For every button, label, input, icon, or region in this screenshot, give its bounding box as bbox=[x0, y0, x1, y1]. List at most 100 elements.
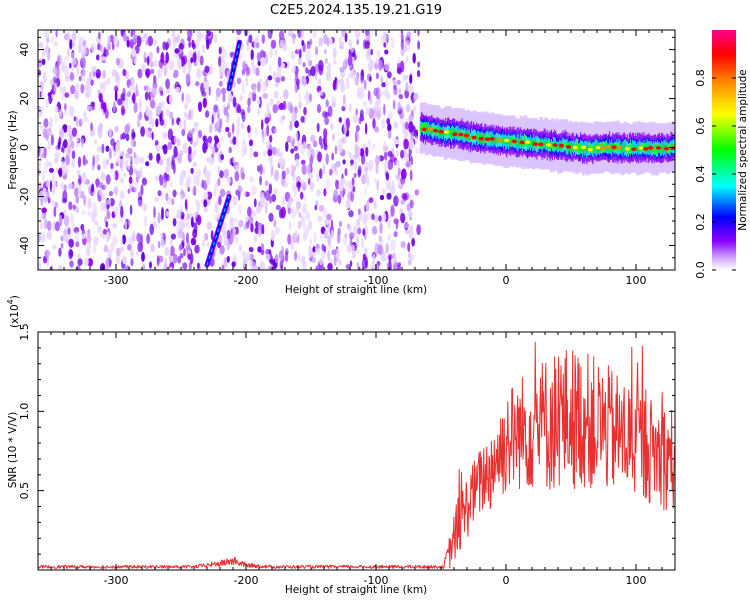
noise-blob bbox=[150, 99, 155, 109]
noise-blob bbox=[174, 36, 179, 42]
noise-blob bbox=[362, 253, 367, 261]
noise-blob bbox=[238, 243, 242, 253]
noise-blob bbox=[186, 212, 190, 221]
noise-blob bbox=[292, 36, 296, 45]
noise-blob bbox=[384, 151, 388, 161]
noise-blob bbox=[194, 124, 199, 133]
noise-blob bbox=[188, 109, 192, 120]
noise-blob bbox=[249, 146, 253, 159]
noise-blob bbox=[204, 75, 207, 83]
noise-blob bbox=[296, 181, 302, 189]
noise-blob bbox=[123, 172, 127, 178]
noise-blob bbox=[162, 178, 167, 189]
noise-blob bbox=[211, 114, 214, 125]
noise-blob bbox=[68, 105, 75, 117]
noise-blob bbox=[395, 173, 401, 181]
noise-blob bbox=[43, 218, 48, 230]
noise-blob bbox=[338, 259, 342, 266]
noise-blob bbox=[318, 64, 324, 76]
noise-blob bbox=[192, 211, 197, 224]
noise-blob bbox=[303, 77, 307, 87]
noise-blob bbox=[153, 59, 159, 68]
noise-blob bbox=[174, 48, 180, 54]
noise-blob bbox=[406, 31, 412, 38]
noise-blob bbox=[411, 237, 415, 247]
noise-blob bbox=[369, 96, 373, 105]
noise-blob bbox=[300, 191, 304, 200]
noise-blob bbox=[80, 209, 86, 216]
noise-blob bbox=[110, 162, 114, 169]
noise-blob bbox=[67, 227, 71, 235]
noise-blob bbox=[81, 118, 85, 125]
noise-blob bbox=[217, 177, 221, 187]
noise-blob bbox=[162, 131, 168, 140]
noise-blob bbox=[153, 206, 156, 219]
noise-blob bbox=[245, 75, 249, 87]
noise-blob bbox=[136, 232, 142, 243]
noise-blob bbox=[227, 176, 231, 184]
noise-blob bbox=[229, 216, 235, 227]
noise-blob bbox=[147, 35, 154, 47]
noise-blob bbox=[209, 123, 213, 134]
noise-blob bbox=[58, 168, 63, 176]
noise-blob bbox=[112, 223, 118, 229]
noise-blob bbox=[223, 256, 228, 268]
noise-blob bbox=[298, 92, 302, 102]
noise-blob bbox=[121, 108, 126, 115]
noise-blob bbox=[318, 90, 324, 96]
noise-blob bbox=[305, 163, 311, 174]
noise-blob bbox=[47, 161, 53, 167]
noise-blob bbox=[95, 177, 99, 188]
noise-blob bbox=[253, 86, 256, 95]
noise-blob bbox=[74, 90, 79, 100]
noise-blob bbox=[369, 76, 372, 82]
noise-blob bbox=[338, 36, 342, 47]
noise-blob bbox=[107, 198, 112, 205]
noise-blob bbox=[313, 232, 317, 243]
noise-blob bbox=[362, 228, 366, 236]
noise-blob bbox=[359, 91, 365, 100]
y-tick-label: 20 bbox=[18, 92, 31, 106]
noise-blob bbox=[262, 266, 267, 270]
figure-title: C2E5.2024.135.19.21.G19 bbox=[270, 3, 442, 18]
noise-blob bbox=[264, 128, 267, 138]
noise-blob bbox=[364, 185, 367, 197]
noise-blob bbox=[182, 55, 188, 65]
noise-blob bbox=[354, 160, 358, 172]
noise-blob bbox=[196, 214, 202, 226]
signal-peak bbox=[600, 146, 606, 150]
noise-blob bbox=[113, 149, 117, 157]
signal-peak bbox=[525, 140, 531, 144]
noise-blob bbox=[209, 156, 215, 166]
noise-blob bbox=[97, 164, 101, 171]
noise-blob bbox=[370, 48, 373, 56]
noise-blob bbox=[102, 228, 108, 235]
noise-blob bbox=[228, 146, 232, 154]
noise-blob bbox=[97, 42, 101, 51]
noise-blob bbox=[98, 31, 101, 40]
signal-peak bbox=[432, 128, 439, 133]
y-tick-label: 0 bbox=[18, 144, 31, 151]
noise-blob bbox=[214, 201, 219, 213]
noise-blob bbox=[379, 222, 383, 235]
noise-blob bbox=[47, 197, 51, 204]
noise-blob bbox=[165, 51, 169, 64]
noise-blob bbox=[308, 59, 313, 67]
noise-blob bbox=[65, 154, 70, 166]
noise-blob bbox=[169, 266, 173, 270]
noise-blob bbox=[177, 228, 184, 239]
noise-blob bbox=[223, 49, 228, 58]
signal-peak bbox=[443, 130, 450, 134]
noise-blob bbox=[305, 50, 311, 62]
noise-blob bbox=[144, 91, 149, 101]
noise-blob bbox=[159, 174, 164, 186]
noise-blob bbox=[318, 37, 323, 47]
noise-blob bbox=[58, 247, 62, 257]
noise-blob bbox=[165, 192, 169, 201]
noise-blob bbox=[40, 212, 44, 219]
noise-blob bbox=[184, 198, 188, 210]
noise-blob bbox=[345, 198, 351, 209]
noise-blob bbox=[293, 230, 299, 238]
noise-blob bbox=[165, 60, 169, 73]
noise-blob bbox=[45, 99, 50, 108]
